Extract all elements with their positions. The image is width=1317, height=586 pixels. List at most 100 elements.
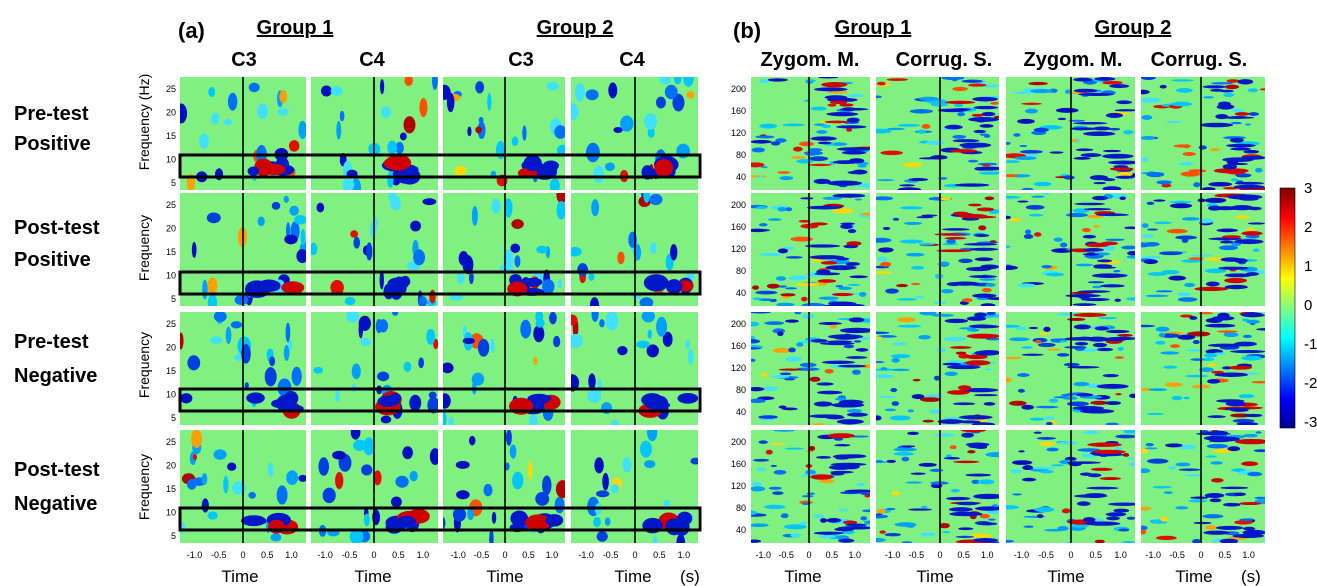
heatmap-blob [1093, 181, 1107, 185]
heatmap-blob [751, 486, 766, 492]
heatmap-feature [813, 401, 833, 407]
x-label-b-2: Time [1047, 567, 1084, 586]
heatmap-blob [655, 96, 666, 109]
heatmap-blob [443, 362, 454, 374]
heatmap-blob [1259, 88, 1265, 91]
heatmap-feature [1105, 512, 1127, 517]
heatmap-blob [475, 126, 483, 134]
heatmap-blob [1006, 141, 1011, 145]
heatmap-blob [1170, 101, 1193, 107]
heatmap-blobs [1006, 193, 1135, 306]
heatmap-blob [976, 297, 990, 300]
heatmap-blob [206, 212, 221, 224]
heatmap-blob [1009, 400, 1027, 406]
heatmap-feature [1081, 297, 1110, 302]
heatmap-feature [1216, 104, 1235, 110]
heatmap-blob [809, 376, 821, 382]
heatmap-blob [589, 297, 600, 306]
heatmap-blob [1123, 430, 1135, 434]
y-tick-b: 40 [736, 288, 746, 298]
heatmap-blob [556, 201, 565, 220]
heatmap-blob [803, 151, 823, 156]
heatmap-blob [880, 150, 903, 156]
heatmap-blob [1039, 470, 1054, 474]
heatmap-blob [876, 271, 893, 274]
heatmap-blob [876, 537, 886, 543]
heatmap-feature [1234, 112, 1250, 116]
heatmap-blob [1044, 528, 1065, 532]
y-tick-a: 15 [166, 484, 176, 494]
heatmap-feature [1079, 408, 1115, 414]
heatmap-blob [1218, 245, 1238, 251]
heatmap-blob [755, 290, 778, 295]
heatmap-blob [1009, 337, 1030, 342]
heatmap-feature [973, 129, 986, 134]
heatmap-blob [1006, 195, 1021, 199]
heatmap-blob [809, 79, 816, 82]
heatmap-feature [951, 281, 980, 286]
heatmap-a-r3-c3 [571, 430, 698, 543]
heatmap-features [643, 274, 694, 294]
row-label-1-line1: Post-test [14, 217, 100, 239]
heatmap-feature [1211, 315, 1235, 321]
y-tick-a: 25 [166, 200, 176, 210]
heatmap-blob [380, 106, 392, 119]
heatmap-blob [781, 407, 798, 411]
heatmap-blob [593, 165, 605, 184]
heatmap-blob [392, 312, 399, 316]
x-axis-titles: Time Time Time Time (s) Time Time Time T… [221, 567, 1260, 586]
heatmap-blob [1028, 213, 1044, 217]
heatmap-blob [758, 440, 768, 444]
heatmap-features [1199, 79, 1265, 190]
heatmap-blob [418, 357, 425, 369]
heatmap-feature [956, 420, 981, 424]
heatmap-blob [429, 289, 436, 304]
heatmap-blob [1121, 540, 1135, 543]
heatmap-blob [777, 248, 789, 254]
heatmap-feature [974, 324, 999, 329]
heatmap-blob [916, 216, 934, 219]
heatmap-blob [879, 530, 886, 534]
heatmap-feature [1242, 529, 1265, 536]
heatmap-blob [759, 79, 769, 84]
heatmap-blob [361, 464, 373, 476]
heatmap-blob [1155, 535, 1177, 541]
heatmap-feature [1076, 501, 1091, 506]
heatmap-blob [594, 457, 604, 474]
heatmap-blob [796, 282, 820, 287]
alpha-box-row1 [178, 270, 702, 296]
heatmap-blob [1006, 377, 1012, 383]
heatmap-blob [793, 146, 803, 152]
heatmap-blob [499, 263, 514, 272]
heatmap-feature [946, 496, 971, 501]
heatmap-blob [1169, 200, 1192, 204]
heatmap-feature [677, 392, 698, 404]
y-tick-a: 10 [166, 390, 176, 400]
heatmap-blob [636, 340, 650, 349]
heatmap-feature [385, 154, 412, 171]
heatmap-blob [1021, 346, 1033, 349]
heatmap-blob [989, 240, 997, 243]
heatmap-blob [1146, 171, 1165, 178]
heatmap-feature [400, 275, 411, 287]
heatmap-blob [202, 279, 208, 300]
heatmap-blob [379, 270, 384, 290]
heatmap-feature [847, 170, 866, 175]
a-x-tick: 0 [371, 550, 376, 560]
heatmap-blob [1021, 404, 1034, 410]
heatmap-feature [1105, 401, 1122, 406]
heatmap-blob [1231, 108, 1245, 113]
heatmap-blob [751, 321, 760, 327]
heatmap-feature [1237, 79, 1254, 85]
heatmap-blob [387, 170, 394, 188]
heatmap-feature [973, 105, 999, 110]
heatmap-blob [1037, 342, 1056, 348]
heatmap-feature [1100, 241, 1119, 246]
a-x-tick: 0 [502, 550, 507, 560]
heatmap-blob [862, 509, 870, 513]
heatmap-blob [801, 302, 826, 306]
heatmap-blob [591, 312, 599, 322]
panel-a-header: (a) Group 1 Group 2 C3 C4 C3 C4 [178, 17, 646, 71]
heatmap-blob [509, 444, 517, 459]
panel-a-col-c3-g1: C3 [231, 49, 257, 71]
